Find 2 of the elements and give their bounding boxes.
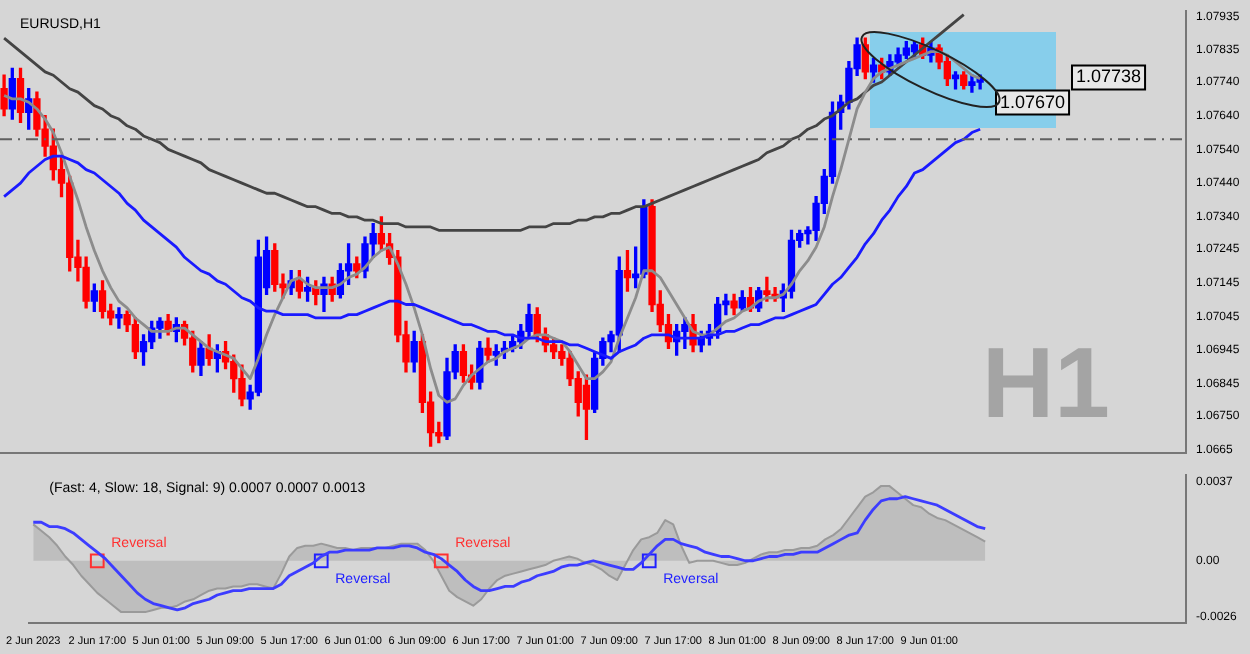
text: 1.07670 <box>1000 91 1066 112</box>
text: 1.07738 <box>1076 66 1142 87</box>
